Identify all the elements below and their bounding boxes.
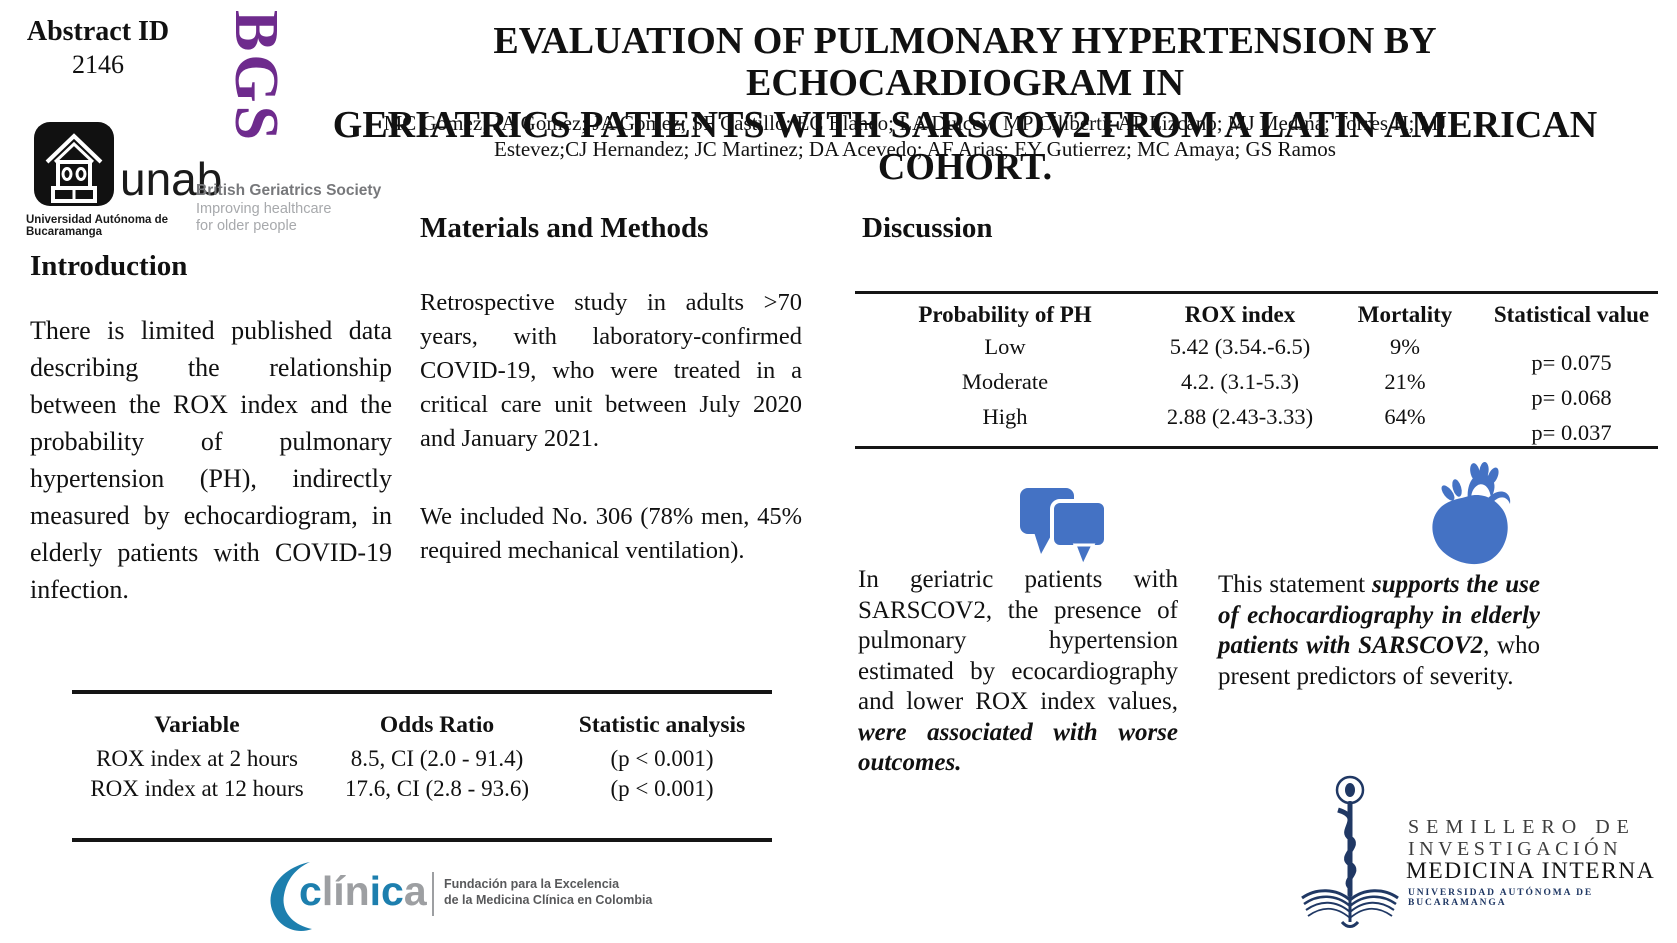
abstract-id-block: Abstract ID 2146 [8,16,188,80]
semillero-line2: INVESTIGACIÓN [1408,838,1623,860]
clinica-wordmark-part: lín [321,868,370,914]
or-col-header: Variable [154,712,240,738]
or-table-cell: (p < 0.001) [610,776,714,801]
unab-caption: Universidad Autónoma de Bucaramanga [26,214,169,238]
clinica-foundation-line2: de la Medicina Clínica en Colombia [444,893,653,907]
clinica-wordmark-part: c [299,868,322,914]
poster-title-line2: GERIATRICS PATIENTS WITH SARSCOV2 FROM A… [332,104,1598,188]
authors-line1: MC Gomez; JA Gomez; JA Gomez; SF Castill… [383,111,1447,135]
or-table-top-rule [72,690,772,694]
bgs-tagline: Improving healthcare for older people [196,201,416,235]
authors-line2: Estevez;CJ Hernandez; JC Martinez; DA Ac… [494,137,1336,161]
methods-paragraph-2: We included No. 306 (78% men, 45% requir… [420,503,802,564]
abstract-id-value: 2146 [72,50,124,79]
semillero-line3: MEDICINA INTERNA [1406,858,1656,884]
ph-table-cell: Low [984,334,1026,359]
chat-bubbles-icon [1018,486,1112,575]
or-table-cell: 8.5, CI (2.0 - 91.4) [350,746,524,771]
ph-table-cell: 2.88 (2.43-3.33) [1166,404,1314,429]
clinica-foundation-line1: Fundación para la Excelencia [444,877,620,891]
or-col-header: Statistic analysis [578,712,746,738]
ph-table-cell: p= 0.037 [1531,420,1612,445]
clinica-foundation-text: Fundación para la Excelencia de la Medic… [444,876,704,908]
ph-table-bottom-rule [855,446,1658,449]
methods-paragraph-1: Retrospective study in adults >70 years,… [420,289,802,452]
abstract-id-label: Abstract ID [26,16,170,47]
semillero-staff-book-icon [1298,770,1402,943]
ph-col-header: ROX index [1184,302,1296,327]
clinica-wordmark-part: ic [369,868,404,914]
or-table-cell: (p < 0.001) [610,746,714,771]
ph-table-cell: 5.42 (3.54.-6.5) [1169,334,1311,359]
or-table-bottom-rule [72,838,772,842]
or-table-cell: ROX index at 12 hours [90,776,304,801]
ph-table-cell: 21% [1384,369,1426,394]
discussion-left-paragraph: In geriatric patients with SARSCOV2, the… [858,565,1178,779]
discussion-right-post: , who present predictors of severity. [1218,632,1540,690]
bgs-logo: BGS [222,10,290,144]
ph-table: Probability of PH ROX index Mortality St… [855,296,1658,445]
ph-table-cell: 9% [1390,334,1420,359]
discussion-right-pre: This statement [1218,571,1373,598]
ph-col-header: Statistical value [1493,302,1650,327]
unab-house-icon [45,133,103,203]
or-table-cell: 17.6, CI (2.8 - 93.6) [345,776,529,801]
discussion-right-paragraph: This statement supports the use of echoc… [1218,570,1540,692]
bgs-tagline-1: Improving healthcare [196,201,332,217]
ph-col-header: Mortality [1357,302,1453,327]
authors: MC Gomez; JA Gomez; JA Gomez; SF Castill… [330,110,1500,162]
ph-table-cell: 64% [1384,404,1426,429]
odds-ratio-table: Variable Odds Ratio Statistic analysis R… [72,712,772,806]
clinica-wordmark: clínica [299,868,427,915]
unab-logo-icon [34,122,114,206]
clinica-swoosh-icon [266,862,320,937]
clinica-divider [432,872,434,916]
ph-table-cell: High [982,404,1028,429]
poster-title-line1: EVALUATION OF PULMONARY HYPERTENSION BY … [493,20,1437,104]
discussion-left-emphasis: were associated with worse outcomes. [858,718,1178,777]
ph-col-header: Probability of PH [918,302,1092,327]
intro-heading: Introduction [30,250,188,282]
heart-icon [1418,460,1520,575]
intro-paragraph: There is limited published data describi… [30,316,392,604]
discussion-left-normal: In geriatric patients with SARSCOV2, the… [858,566,1178,715]
discussion-right-emphasis: supports the use of echocardiography in … [1218,571,1540,659]
ph-table-top-rule [855,291,1658,294]
clinica-wordmark-part: a [403,868,427,914]
ph-table-cell: Moderate [961,369,1049,394]
bgs-tagline-2: for older people [196,218,297,234]
bgs-org-name: British Geriatrics Society [196,182,382,199]
discussion-heading: Discussion [862,212,993,244]
or-table-cell: ROX index at 2 hours [96,746,298,771]
unab-wordmark: unab [120,153,223,205]
semillero-line4: UNIVERSIDAD AUTÓNOMA DE BUCARAMANGA [1408,888,1594,908]
or-col-header: Odds Ratio [379,712,495,738]
semillero-line1: SEMILLERO DE [1408,816,1636,838]
ph-table-cell: 4.2. (3.1-5.3) [1180,369,1300,394]
ph-table-cell: p= 0.068 [1531,385,1612,410]
ph-table-cell: p= 0.075 [1531,350,1612,375]
methods-heading: Materials and Methods [420,212,709,244]
poster-title: EVALUATION OF PULMONARY HYPERTENSION BY … [330,20,1600,188]
